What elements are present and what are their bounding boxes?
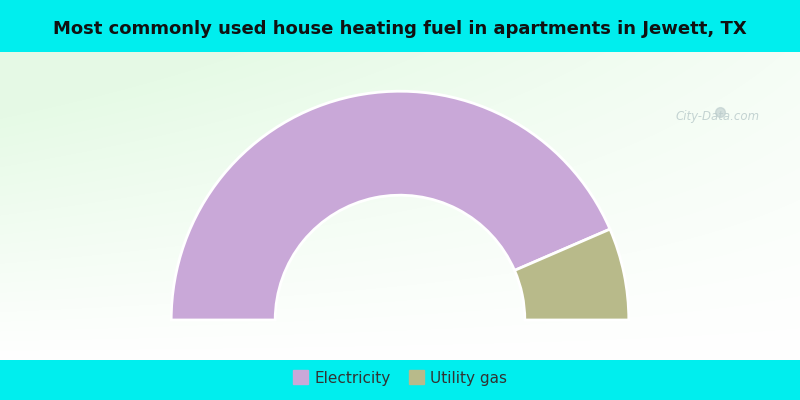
Text: Most commonly used house heating fuel in apartments in Jewett, TX: Most commonly used house heating fuel in… — [53, 20, 747, 38]
Wedge shape — [514, 229, 629, 320]
Legend: Electricity, Utility gas: Electricity, Utility gas — [286, 364, 514, 392]
Text: City-Data.com: City-Data.com — [676, 110, 760, 123]
Wedge shape — [171, 91, 610, 320]
